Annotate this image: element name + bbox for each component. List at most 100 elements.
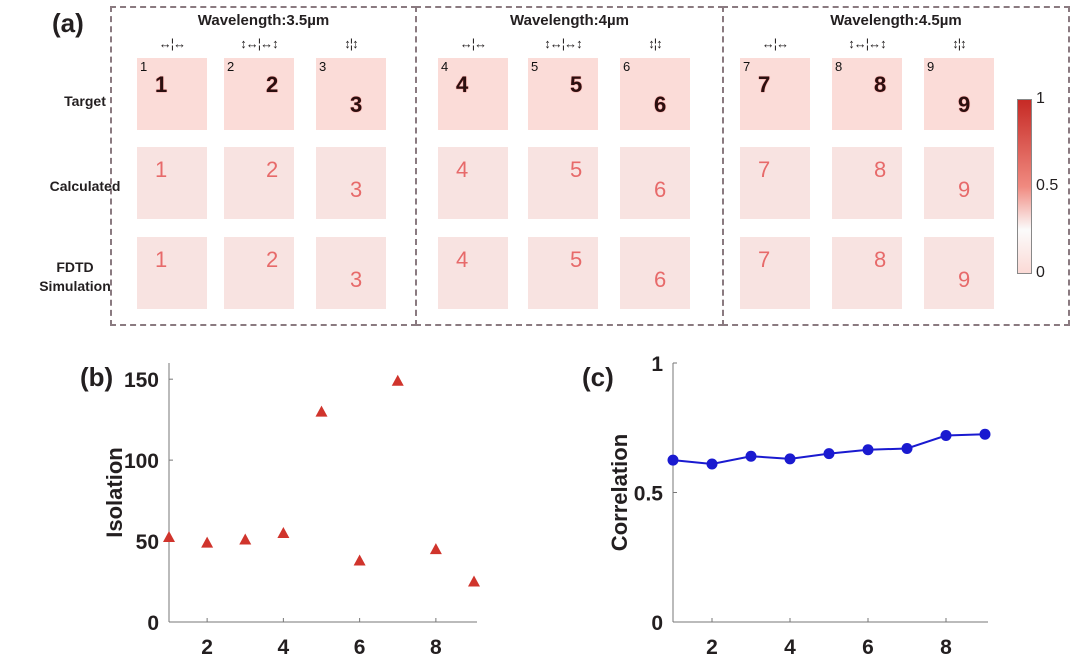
polarization-icon: ↕↔¦↔↕ [240, 36, 278, 51]
data-point [239, 533, 252, 545]
digit-pattern: 9 [958, 267, 971, 292]
image-index: 2 [227, 59, 235, 74]
digit-pattern: 7 [758, 157, 771, 182]
x-tick-label: 4 [278, 636, 290, 659]
fdtd-image: 6 [620, 237, 690, 309]
fdtd-image: 2 [224, 237, 294, 309]
digit-pattern: 4 [456, 157, 469, 182]
data-point [315, 405, 328, 417]
data-point [706, 458, 718, 470]
x-tick-label: 2 [201, 636, 213, 659]
wavelength-group: Wavelength:4.5µm [722, 6, 1070, 326]
digit-pattern: 1 [155, 157, 168, 182]
digit-pattern: 8 [874, 72, 887, 97]
fdtd-image: 8 [832, 237, 902, 309]
colorbar-max: 1 [1036, 90, 1045, 107]
data-point [823, 448, 835, 460]
calculated-image: 5 [528, 147, 598, 219]
image-index: 5 [531, 59, 539, 74]
digit-pattern: 8 [874, 247, 887, 272]
digit-pattern: 5 [570, 247, 583, 272]
polarization-icon: ↔¦↔ [459, 36, 487, 51]
fdtd-image: 4 [438, 237, 508, 309]
data-point [901, 442, 913, 454]
y-tick-label: 0 [651, 612, 663, 635]
image-index: 1 [140, 59, 148, 74]
digit-pattern: 3 [350, 267, 363, 292]
panel-a-label: (a) [52, 8, 84, 38]
row-label-target: Target [64, 93, 106, 109]
y-tick-label: 100 [124, 450, 159, 473]
digit-pattern: 2 [266, 157, 279, 182]
x-tick-label: 8 [940, 636, 952, 659]
data-point [277, 526, 290, 538]
y-tick-label: 150 [124, 369, 159, 392]
calculated-image: 7 [740, 147, 810, 219]
data-point [353, 554, 366, 566]
image-index: 4 [441, 59, 449, 74]
calculated-image: 9 [924, 147, 994, 219]
digit-pattern: 3 [350, 177, 363, 202]
image-index: 9 [927, 59, 935, 74]
data-point [429, 543, 442, 555]
digit-pattern: 3 [350, 92, 363, 117]
digit-pattern: 7 [758, 72, 771, 97]
digit-pattern: 8 [874, 157, 887, 182]
fdtd-image: 1 [137, 237, 207, 309]
polarization-icon: ↕¦↕ [344, 36, 358, 51]
polarization-icon: ↕↔¦↔↕ [544, 36, 582, 51]
y-tick-label: 50 [136, 531, 159, 554]
fdtd-image: 3 [316, 237, 386, 309]
data-point [862, 444, 874, 456]
digit-pattern: 6 [654, 177, 667, 202]
fdtd-image: 9 [924, 237, 994, 309]
digit-pattern: 5 [570, 157, 583, 182]
panel-c-label: (c) [582, 362, 614, 392]
calculated-image: 6 [620, 147, 690, 219]
y-axis-label: Isolation [102, 447, 127, 537]
digit-pattern: 9 [958, 177, 971, 202]
x-tick-label: 6 [862, 636, 874, 659]
calculated-image: 2 [224, 147, 294, 219]
wavelength-title: Wavelength:4µm [510, 12, 629, 29]
digit-pattern: 5 [570, 72, 583, 97]
row-label-fdtd: FDTD Simulation [39, 259, 111, 294]
data-point [468, 575, 480, 587]
y-tick-label: 0.5 [634, 483, 664, 506]
digit-pattern: 9 [958, 92, 971, 117]
calculated-image: 1 [137, 147, 207, 219]
y-tick-label: 0 [147, 612, 159, 635]
polarization-icon: ↕↔¦↔↕ [848, 36, 886, 51]
digit-pattern: 1 [155, 72, 168, 97]
digit-pattern: 2 [266, 72, 279, 97]
image-index: 8 [835, 59, 843, 74]
polarization-icon: ↔¦↔ [158, 36, 186, 51]
x-tick-label: 2 [706, 636, 718, 659]
digit-pattern: 6 [654, 92, 667, 117]
digit-pattern: 4 [456, 72, 469, 97]
y-axis-label: Correlation [607, 434, 632, 551]
data-point [940, 430, 952, 442]
x-tick-label: 4 [784, 636, 796, 659]
data-point [745, 450, 757, 462]
polarization-icon: ↔¦↔ [761, 36, 789, 51]
x-tick-label: 8 [430, 636, 442, 659]
colorbar [1017, 99, 1032, 274]
row-label-calculated: Calculated [49, 178, 121, 194]
digit-pattern: 7 [758, 247, 771, 272]
y-tick-label: 1 [651, 353, 663, 376]
data-point [201, 536, 214, 548]
fdtd-image: 5 [528, 237, 598, 309]
image-index: 3 [319, 59, 327, 74]
fdtd-image: 7 [740, 237, 810, 309]
